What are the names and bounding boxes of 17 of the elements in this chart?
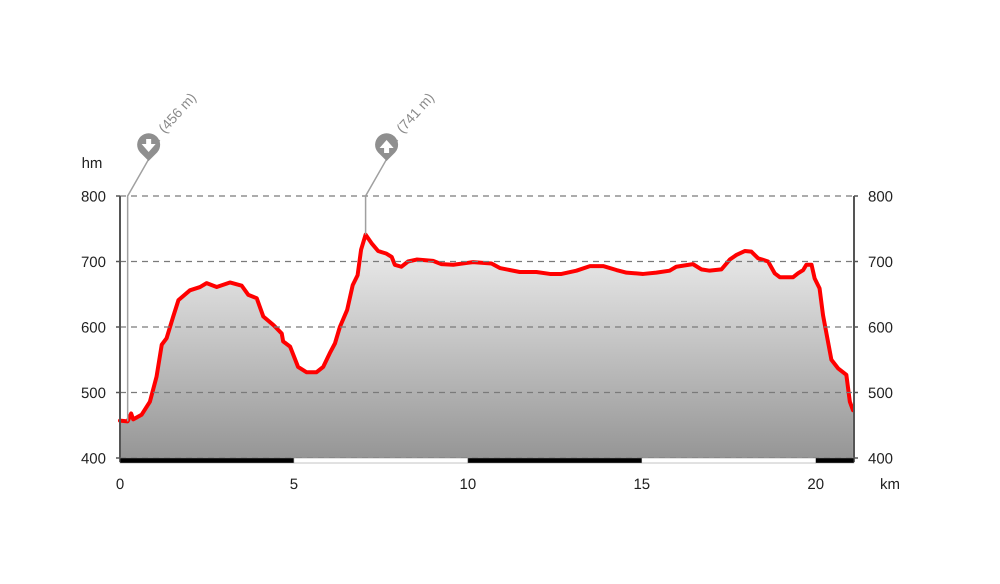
- y-tick-label: 400: [80, 450, 106, 468]
- y2-tick-label: 600: [868, 319, 894, 336]
- x-tick-label: 5: [290, 476, 298, 493]
- y2-tick-label: 400: [868, 450, 894, 468]
- y-tick-label: 500: [80, 384, 106, 402]
- y-tick-label: 600: [80, 319, 106, 336]
- y-axis-title: hm: [82, 155, 102, 172]
- y-tick-label: 800: [80, 188, 106, 206]
- y-tick-label: 700: [80, 254, 106, 271]
- y2-tick-label: 800: [868, 188, 894, 206]
- y2-tick-label: 700: [868, 254, 894, 271]
- x-tick-label: 15: [633, 476, 650, 493]
- x-axis-title: km: [880, 476, 900, 493]
- x-tick-label: 10: [460, 476, 476, 493]
- y2-tick-label: 500: [868, 384, 894, 402]
- x-tick-label: 0: [116, 476, 124, 493]
- x-tick-label: 20: [807, 476, 824, 493]
